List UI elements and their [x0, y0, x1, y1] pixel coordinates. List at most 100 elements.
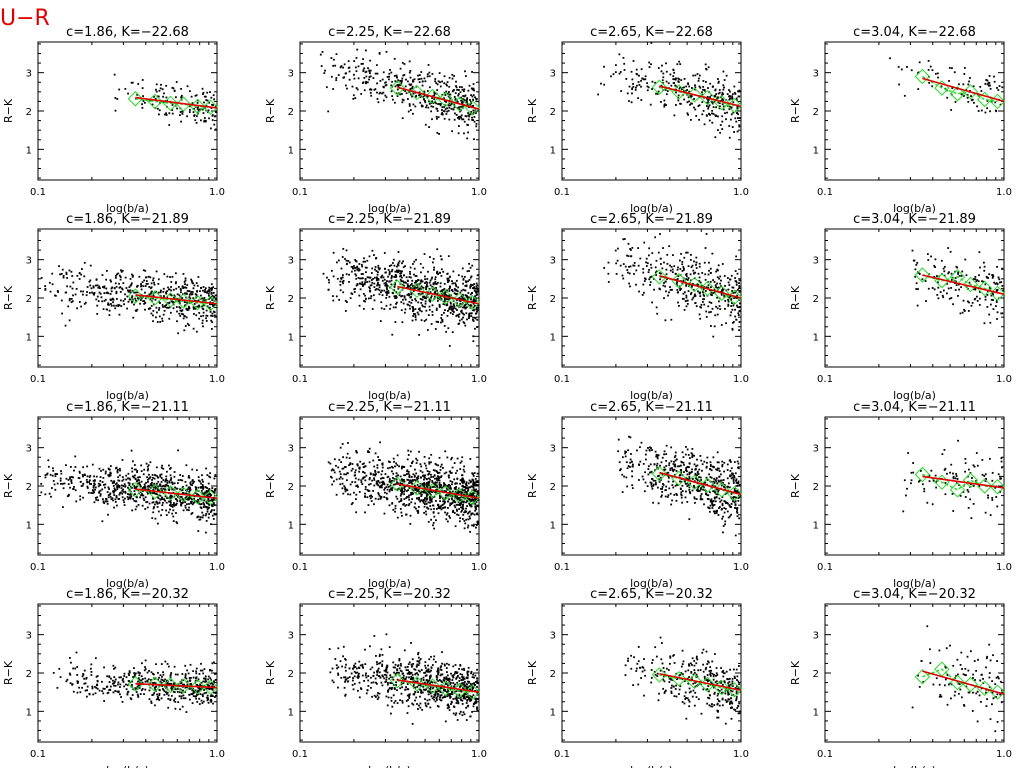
data-point — [422, 95, 425, 98]
data-point — [677, 301, 679, 304]
data-point — [365, 271, 367, 274]
data-point — [734, 308, 736, 311]
data-point — [698, 313, 701, 316]
data-point — [359, 277, 362, 280]
data-point — [356, 268, 359, 271]
data-point — [99, 480, 102, 482]
data-point — [473, 483, 475, 485]
data-point — [453, 304, 455, 307]
data-point — [92, 486, 95, 489]
data-point — [428, 457, 431, 460]
data-point — [152, 314, 154, 317]
data-point — [616, 259, 619, 262]
data-point — [452, 313, 454, 316]
data-point — [103, 285, 106, 288]
data-point — [722, 99, 725, 102]
data-point — [722, 84, 725, 87]
data-point — [204, 287, 207, 290]
data-point — [659, 257, 662, 260]
data-point — [80, 305, 82, 308]
data-point — [370, 94, 373, 97]
data-point — [196, 106, 199, 109]
data-point — [117, 305, 120, 307]
data-point — [175, 96, 177, 99]
data-point — [717, 78, 719, 80]
data-point — [375, 270, 378, 272]
data-point — [391, 80, 394, 83]
data-point — [184, 304, 187, 306]
data-point — [406, 495, 408, 498]
data-point — [730, 298, 733, 300]
data-point — [346, 452, 349, 455]
data-point — [361, 483, 364, 485]
data-point — [337, 259, 340, 262]
data-point — [707, 286, 710, 289]
data-point — [168, 112, 171, 115]
data-point — [403, 295, 406, 298]
data-point — [70, 270, 73, 273]
data-point — [936, 275, 938, 277]
data-point — [434, 276, 437, 279]
data-point — [683, 90, 685, 92]
data-point — [659, 288, 662, 291]
data-point — [145, 462, 148, 465]
data-point — [205, 317, 207, 320]
data-point — [332, 251, 335, 254]
data-point — [69, 466, 72, 468]
data-point — [80, 268, 83, 270]
data-point — [209, 311, 212, 313]
data-point — [448, 307, 451, 309]
data-point — [152, 511, 155, 514]
data-point — [471, 287, 474, 290]
y-axis-label: R−K — [264, 473, 277, 498]
data-point — [89, 264, 92, 267]
data-point — [211, 500, 214, 502]
data-point — [475, 488, 477, 491]
data-point — [376, 284, 378, 287]
data-point — [153, 482, 156, 485]
data-point — [717, 81, 720, 84]
data-point — [1001, 312, 1004, 315]
data-point — [678, 87, 681, 90]
data-point — [208, 286, 211, 289]
data-point — [461, 118, 464, 121]
data-point — [82, 496, 84, 499]
data-point — [455, 285, 458, 288]
x-tick-label: 1.0 — [471, 374, 487, 385]
data-point — [439, 255, 442, 258]
data-point — [363, 77, 366, 79]
data-point — [433, 92, 436, 95]
data-point — [74, 489, 77, 492]
data-point — [158, 109, 161, 112]
data-point — [669, 73, 672, 76]
data-point — [672, 75, 675, 78]
data-point — [356, 48, 359, 51]
data-point — [382, 276, 385, 279]
data-point — [113, 73, 116, 76]
data-point — [203, 119, 206, 122]
data-point — [397, 262, 400, 264]
data-point — [368, 255, 371, 258]
data-point — [897, 66, 900, 68]
data-point — [428, 75, 431, 78]
data-point — [199, 506, 202, 509]
data-point — [469, 113, 471, 116]
data-point — [459, 91, 462, 94]
data-point — [690, 284, 693, 287]
data-point — [413, 78, 416, 81]
data-point — [395, 279, 398, 282]
data-point — [733, 85, 736, 88]
data-point — [121, 269, 124, 272]
data-point — [409, 450, 412, 453]
data-point — [995, 289, 998, 291]
data-point — [455, 314, 458, 317]
data-point — [385, 50, 388, 53]
data-point — [903, 94, 906, 97]
data-point — [335, 77, 338, 79]
data-point — [413, 287, 416, 290]
data-point — [369, 276, 371, 279]
data-point — [181, 110, 184, 113]
plot-frame — [824, 41, 1005, 181]
data-point — [473, 500, 476, 503]
data-point — [68, 298, 71, 300]
